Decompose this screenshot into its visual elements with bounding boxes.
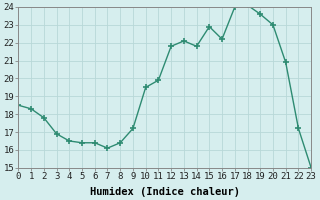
X-axis label: Humidex (Indice chaleur): Humidex (Indice chaleur) <box>90 186 240 197</box>
